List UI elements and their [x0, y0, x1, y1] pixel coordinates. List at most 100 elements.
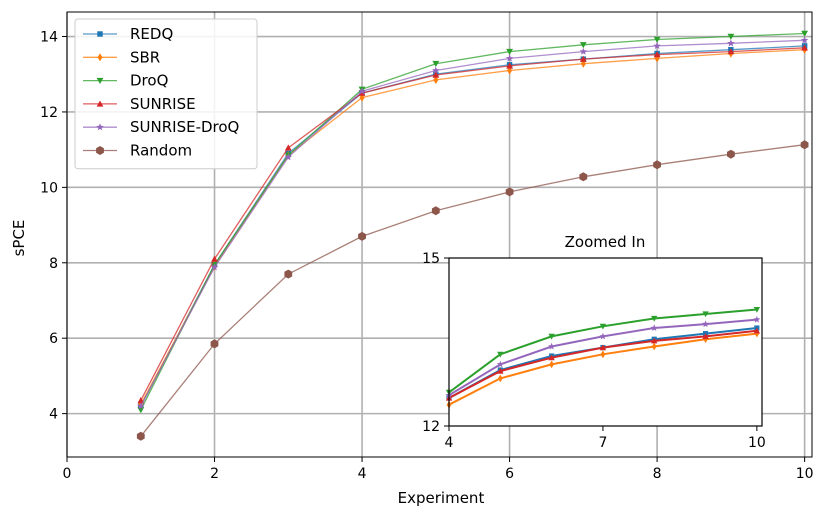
x-tick-label: 10: [796, 466, 814, 482]
data-point-sunrise: [284, 144, 292, 151]
data-point-sunrise-droq: [727, 39, 735, 47]
inset-data-point-droq: [548, 333, 555, 340]
x-tick-label: 4: [358, 466, 367, 482]
inset-data-point-droq: [599, 323, 607, 330]
legend-item-sunrise: SUNRISE: [83, 95, 196, 113]
data-point-random: [800, 140, 809, 150]
legend-item-droq: DroQ: [83, 72, 168, 90]
data-point-droq: [653, 36, 661, 43]
inset-data-point-sunrise-droq: [548, 342, 556, 350]
x-tick-label: 6: [505, 466, 514, 482]
data-point-droq: [579, 42, 587, 49]
inset-data-point-sunrise: [753, 327, 761, 334]
main-series-group: [136, 30, 809, 441]
data-point-random: [358, 231, 366, 241]
inset-data-point-sunrise: [548, 354, 555, 361]
inset-plot-frame: [448, 257, 763, 427]
series-line-random: [140, 144, 805, 437]
legend-label: DroQ: [130, 72, 168, 90]
x-tick-label: 8: [653, 466, 662, 482]
inset-series-group: [445, 307, 761, 409]
data-point-sunrise: [727, 48, 735, 55]
inset-y-tick-label: 12: [422, 419, 440, 435]
data-point-sunrise-droq: [505, 54, 514, 62]
inset-background: [449, 258, 762, 426]
y-tick-label: 14: [40, 30, 58, 46]
data-point-droq: [801, 30, 808, 37]
inset-data-point-sunrise: [702, 333, 709, 339]
data-point-random: [136, 431, 145, 441]
legend-marker-redq: [97, 31, 103, 37]
legend-label: REDQ: [130, 25, 173, 43]
inset-data-point-sunrise: [497, 367, 504, 374]
y-tick-label: 8: [49, 256, 58, 272]
legend-marker-sunrise-droq: [96, 123, 104, 131]
data-point-sunrise-droq: [358, 87, 366, 95]
x-tick-label: 2: [210, 466, 219, 482]
data-point-droq: [727, 33, 735, 40]
y-axis-label: sPCE: [10, 220, 28, 257]
data-point-random: [579, 172, 588, 182]
data-point-sunrise: [579, 55, 587, 62]
legend-label: SUNRISE-DroQ: [130, 118, 239, 136]
legend-marker-sunrise: [96, 100, 104, 107]
inset-x-tick-label: 10: [748, 435, 766, 451]
inset-data-point-sunrise-droq: [650, 324, 658, 331]
inset-series-sunrise: [445, 327, 761, 401]
inset-series-sbr: [446, 329, 760, 409]
inset-data-point-sbr: [549, 360, 554, 369]
series-sunrise: [137, 44, 808, 404]
data-point-sunrise-droq: [210, 263, 219, 271]
data-point-random: [727, 149, 735, 159]
inset-data-point-sbr: [600, 350, 606, 359]
legend-marker-random: [96, 146, 104, 155]
inset-x-tick-label: 7: [598, 435, 607, 451]
data-point-sbr: [433, 75, 439, 84]
series-random: [136, 140, 809, 441]
inset-data-point-sunrise-droq: [753, 315, 761, 323]
y-tick-label: 12: [40, 105, 58, 121]
data-point-sunrise: [653, 51, 661, 58]
data-point-sunrise-droq: [284, 153, 292, 161]
data-point-random: [653, 160, 661, 170]
legend-label: SUNRISE: [130, 95, 196, 113]
data-point-sunrise: [432, 71, 440, 78]
data-point-sunrise-droq: [579, 47, 588, 55]
data-point-random: [284, 269, 293, 279]
inset-data-point-sunrise: [651, 337, 658, 344]
inset-title: Zoomed In: [565, 233, 646, 251]
data-point-sunrise: [801, 44, 808, 51]
main-plot-frame: [66, 11, 813, 458]
legend-label: Random: [130, 142, 192, 160]
data-point-droq: [506, 48, 513, 55]
y-tick-label: 4: [49, 407, 58, 423]
series-sunrise-droq: [137, 36, 809, 410]
legend: REDQ SBR DroQ SUNRISE SUNRISE-DroQ Random: [74, 18, 258, 170]
inset-x-tick-label: 4: [445, 435, 454, 451]
series-line-sunrise-droq: [140, 39, 805, 407]
legend-item-sunrise-droq: SUNRISE-DroQ: [83, 118, 239, 136]
main-axis-ticks: 0 2 4 6 8 10 4 6 8 10 12 14: [40, 30, 813, 482]
data-point-sunrise: [506, 62, 513, 69]
inset-data-point-droq: [497, 351, 504, 358]
legend-item-redq: REDQ: [83, 25, 173, 43]
legend-item-random: Random: [83, 142, 192, 160]
x-axis-label: Experiment: [398, 489, 485, 507]
inset-data-point-sunrise: [599, 344, 607, 351]
data-point-sunrise-droq: [137, 402, 145, 410]
zoomed-inset: 4 7 10 12 15 Zoomed In: [422, 233, 766, 451]
data-point-droq: [432, 60, 440, 68]
inset-data-point-sunrise-droq: [702, 320, 710, 328]
data-point-sunrise: [211, 255, 218, 262]
legend-marker-sbr: [97, 53, 103, 62]
inset-data-point-droq: [702, 311, 709, 318]
data-point-sunrise-droq: [653, 42, 661, 50]
inset-axis-ticks: 4 7 10 12 15: [422, 251, 766, 451]
data-point-random: [210, 339, 219, 349]
data-point-random: [505, 187, 514, 197]
inset-data-point-droq: [753, 307, 761, 313]
legend-label: SBR: [130, 48, 160, 66]
data-point-sunrise-droq: [432, 66, 440, 74]
legend-marker-droq: [96, 77, 104, 84]
x-tick-label: 0: [63, 466, 72, 482]
